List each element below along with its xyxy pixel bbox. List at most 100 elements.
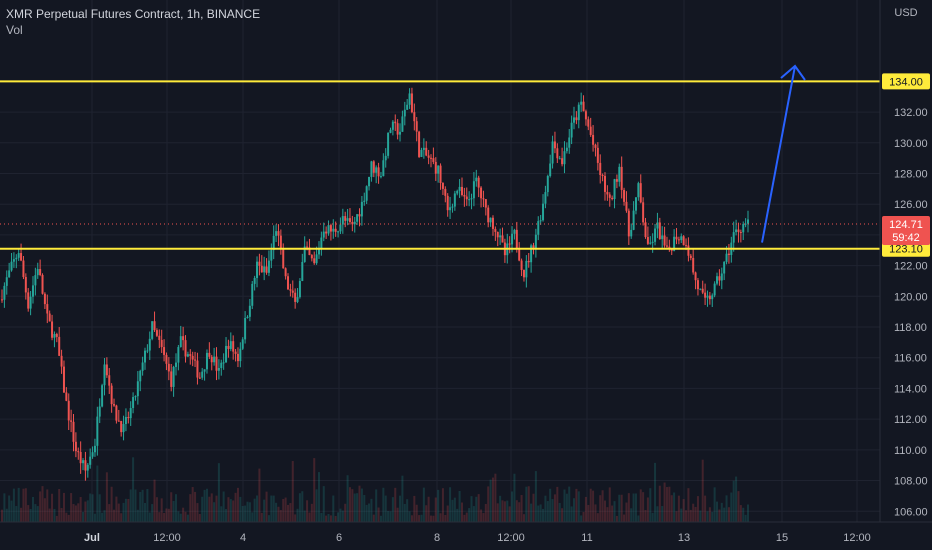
candle-body [329,225,332,232]
volume-bar [632,493,635,522]
volume-bar [727,507,730,522]
volume-bar [475,496,478,522]
candle-body [260,265,263,273]
candle-body [420,149,423,157]
volume-bar [661,506,664,522]
candle-body [43,293,46,305]
candle-body [439,165,442,183]
volume-bar [742,507,745,522]
volume-bar [86,500,89,522]
volume-bar [167,508,170,522]
volume-bar [389,511,392,522]
candle-body [546,175,549,193]
candle-body [172,366,175,387]
volume-bar [141,489,144,522]
candle-body [654,228,657,242]
volume-bar [213,502,216,522]
volume-bar [444,514,447,522]
candle-body [646,237,649,244]
candle-body [89,456,92,465]
volume-bar [744,514,747,522]
candle-body [534,234,537,249]
candle-body [573,117,576,123]
candle-body [317,248,320,255]
candle-body [46,304,49,314]
volume-bar [31,496,34,522]
volume-bar [368,503,371,522]
candle-body [196,360,199,378]
volume-bar [682,499,685,522]
candle-body [289,289,292,291]
candle-body [10,261,13,271]
candle-body [72,421,75,442]
candle-body [446,195,449,211]
candle-body [356,214,359,222]
candle-body [601,174,604,176]
time-tick-label: Jul [84,532,100,544]
volume-bar [227,497,230,522]
candle-body [475,177,478,182]
volume-bar [363,495,366,522]
support-price-badge-text: 123.10 [889,244,923,256]
volume-bar [289,503,292,522]
volume-bar [613,501,616,522]
volume-bar [403,503,406,522]
candle-body [568,137,571,148]
volume-bar [480,509,483,522]
candle-body [320,237,323,249]
candle-body [91,452,94,457]
volume-bar [694,506,697,522]
volume-bar [594,504,597,522]
candle-body [377,167,380,177]
candle-body [618,166,621,182]
projection-arrow[interactable] [761,64,806,243]
volume-bar [351,489,354,522]
candle-body [177,347,180,363]
volume-bar [532,493,535,522]
volume-bar [720,502,723,522]
candle-body [74,441,77,452]
candle-body [727,253,730,255]
candle-body [5,277,8,286]
volume-bar [110,486,113,522]
volume-bar [313,458,316,522]
candle-body [165,354,168,364]
volume-bar [558,502,561,522]
candle-body [41,274,44,294]
candle-body [432,158,435,162]
volume-bar [179,513,182,522]
candle-body [742,224,745,233]
volume-bar [501,500,504,522]
volume-bar [48,508,51,522]
volume-bar [139,491,142,522]
volume-bar [570,506,573,522]
volume-bar [115,496,118,522]
volume-bar [282,498,285,522]
candle-body [477,177,480,188]
volume-bar [637,515,640,522]
time-tick-label: 8 [434,532,440,544]
price-axis[interactable]: 106.00 108.00 110.00 112.00 114.00 116.00 118.… [894,76,928,518]
volume-bar [573,498,576,522]
candle-body [673,236,676,251]
candle-body [55,334,58,337]
volume-bar [272,495,275,522]
volume-bar [79,497,82,522]
candle-body [279,235,282,249]
current-price-text: 124.71 [889,219,923,231]
volume-bar [91,494,94,522]
volume-bar [580,515,583,522]
candle-body [658,222,661,240]
candle-body [124,416,127,425]
volume-bar [225,509,228,522]
volume-bar [706,511,709,522]
time-axis[interactable]: Jul 12:00 4 6 8 12:00 11 13 15 12:00 [84,532,871,544]
candle-body [139,370,142,382]
candle-body [551,141,554,164]
candle-body [494,228,497,232]
candle-body [699,288,702,290]
candle-body [256,261,259,278]
volume-bar [375,489,378,522]
